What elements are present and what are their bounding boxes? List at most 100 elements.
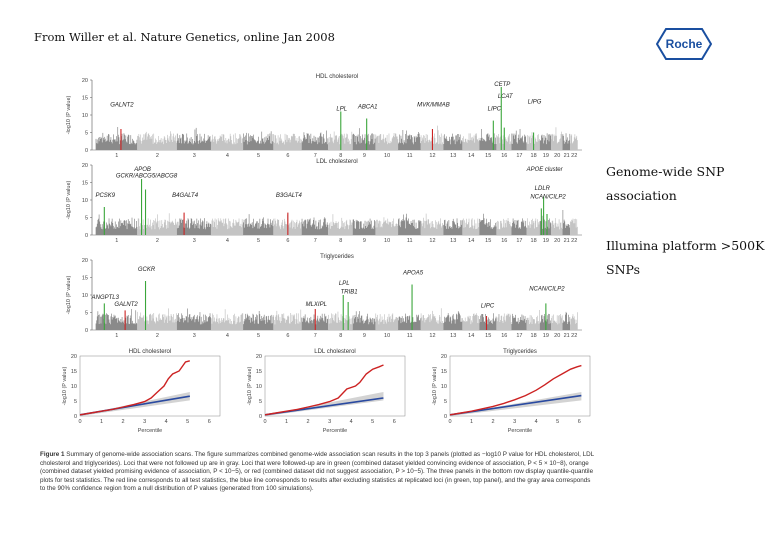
chromosome-label-15: 15 xyxy=(485,153,491,159)
chromosome-label-22: 22 xyxy=(571,333,577,339)
chromosome-label-3: 3 xyxy=(193,333,196,339)
chromosome-signal-16 xyxy=(496,313,512,330)
chromosome-label-7: 7 xyxy=(314,153,317,159)
y-tick-label: 10 xyxy=(82,198,88,204)
chromosome-label-1: 1 xyxy=(115,238,118,244)
chromosome-signal-22 xyxy=(570,134,578,150)
chromosome-label-9: 9 xyxy=(363,333,366,339)
chromosome-signal-20 xyxy=(551,313,563,330)
qq-x-label: Percentile xyxy=(138,428,162,434)
caption-text: Summary of genome-wide association scans… xyxy=(40,451,594,493)
gene-label-lcat: LCAT xyxy=(498,94,514,100)
y-tick-label: 5 xyxy=(85,131,88,137)
qq-y-tick-label: 10 xyxy=(256,384,262,390)
chromosome-label-11: 11 xyxy=(407,238,413,244)
chromosome-label-12: 12 xyxy=(429,153,435,159)
chromosome-label-17: 17 xyxy=(516,153,522,159)
chromosome-label-21: 21 xyxy=(564,238,570,244)
qq-y-tick-label: 15 xyxy=(441,369,447,375)
qq-y-tick-label: 20 xyxy=(71,354,77,360)
chromosome-label-4: 4 xyxy=(226,333,229,339)
chromosome-signal-8 xyxy=(328,311,353,330)
chromosome-signal-18 xyxy=(526,218,540,235)
chromosome-signal-10 xyxy=(375,133,399,150)
chromosome-signal-9 xyxy=(352,128,376,150)
chromosome-label-6: 6 xyxy=(286,153,289,159)
chromosome-label-17: 17 xyxy=(516,238,522,244)
chromosome-signal-21 xyxy=(562,311,571,330)
gene-label-galnt2: GALNT2 xyxy=(110,102,134,108)
qq-frame xyxy=(449,355,591,417)
gene-label-lpl: LPL xyxy=(339,281,350,287)
qq-y-tick-label: 15 xyxy=(71,369,77,375)
gene-label-lpl: LPL xyxy=(336,107,347,113)
qq-y-tick-label: 0 xyxy=(444,414,447,420)
chromosome-label-9: 9 xyxy=(363,238,366,244)
gene-label-pcsk9: PCSK9 xyxy=(95,193,115,199)
chromosome-signal-22 xyxy=(570,218,578,235)
qq-y-label: -log10 (P value) xyxy=(62,366,68,405)
qq-x-label: Percentile xyxy=(508,428,532,434)
qq-x-tick-label: 2 xyxy=(122,419,125,425)
qq-x-tick-label: 3 xyxy=(143,419,146,425)
y-tick-label: 0 xyxy=(85,148,88,154)
chromosome-label-3: 3 xyxy=(193,238,196,244)
manhattan-y-label: -log10 (P value) xyxy=(66,180,72,219)
chromosome-signal-14 xyxy=(462,313,480,330)
chromosome-label-10: 10 xyxy=(384,333,390,339)
chromosome-label-21: 21 xyxy=(564,333,570,339)
chromosome-signal-12 xyxy=(420,125,444,150)
chromosome-label-11: 11 xyxy=(407,153,413,159)
qq-y-tick-label: 20 xyxy=(256,354,262,360)
y-tick-label: 10 xyxy=(82,113,88,119)
y-tick-label: 0 xyxy=(85,328,88,334)
qq-y-tick-label: 0 xyxy=(74,414,77,420)
chromosome-signal-13 xyxy=(443,133,463,150)
chromosome-signal-7 xyxy=(301,217,329,235)
chromosome-signal-2 xyxy=(137,213,178,235)
chromosome-label-21: 21 xyxy=(564,153,570,159)
qq-x-tick-label: 6 xyxy=(578,419,581,425)
qq-x-label: Percentile xyxy=(323,428,347,434)
qq-frame xyxy=(264,355,406,417)
chromosome-signal-3 xyxy=(176,218,212,235)
chromosome-label-7: 7 xyxy=(314,333,317,339)
gene-label-b3galt4: B3GALT4 xyxy=(276,193,303,199)
qq-red-curve xyxy=(79,360,190,416)
chromosome-signal-6 xyxy=(273,214,302,235)
qq-y-tick-label: 5 xyxy=(74,399,77,405)
chromosome-signal-2 xyxy=(137,307,178,330)
manhattan-y-label: -log10 (P value) xyxy=(66,275,72,314)
qq-x-tick-label: 0 xyxy=(448,419,451,425)
figure-caption: Figure 1 Summary of genome-wide associat… xyxy=(40,451,595,494)
chromosome-label-16: 16 xyxy=(501,238,507,244)
chromosome-label-19: 19 xyxy=(543,333,549,339)
y-tick-label: 20 xyxy=(82,78,88,84)
qq-x-tick-label: 1 xyxy=(470,419,473,425)
figure-canvas: HDL cholesterol-log10 (P value)051015201… xyxy=(62,74,591,434)
chromosome-signal-14 xyxy=(462,218,480,235)
chromosome-signal-19 xyxy=(539,312,552,330)
chromosome-label-13: 13 xyxy=(450,238,456,244)
y-tick-label: 20 xyxy=(82,163,88,169)
y-tick-label: 10 xyxy=(82,293,88,299)
qq-title-3: Triglycerides xyxy=(503,349,537,355)
chromosome-signal-13 xyxy=(443,218,463,235)
chromosome-signal-12 xyxy=(420,308,444,330)
gene-label-gckr-abcg5-abcg8: GCKR/ABCG5/ABCG8 xyxy=(116,173,178,179)
chromosome-signal-8 xyxy=(328,131,353,150)
chromosome-signal-12 xyxy=(420,213,444,235)
chromosome-signal-7 xyxy=(301,313,329,330)
gene-label-lipg: LIPG xyxy=(528,100,542,106)
gene-label-galnt2: GALNT2 xyxy=(114,302,138,308)
chromosome-signal-2 xyxy=(137,131,178,150)
genome-wide-figure: HDL cholesterol -log10 (P value) 0 5 10 15 20 1… xyxy=(40,70,595,445)
chromosome-label-19: 19 xyxy=(543,238,549,244)
chromosome-label-4: 4 xyxy=(226,238,229,244)
qq-x-tick-label: 3 xyxy=(513,419,516,425)
citation-header: From Willer et al. Nature Genetics, onli… xyxy=(34,30,335,44)
qq-x-tick-label: 0 xyxy=(263,419,266,425)
chromosome-signal-17 xyxy=(511,218,527,235)
qq-x-tick-label: 2 xyxy=(307,419,310,425)
chromosome-signal-11 xyxy=(398,129,421,150)
